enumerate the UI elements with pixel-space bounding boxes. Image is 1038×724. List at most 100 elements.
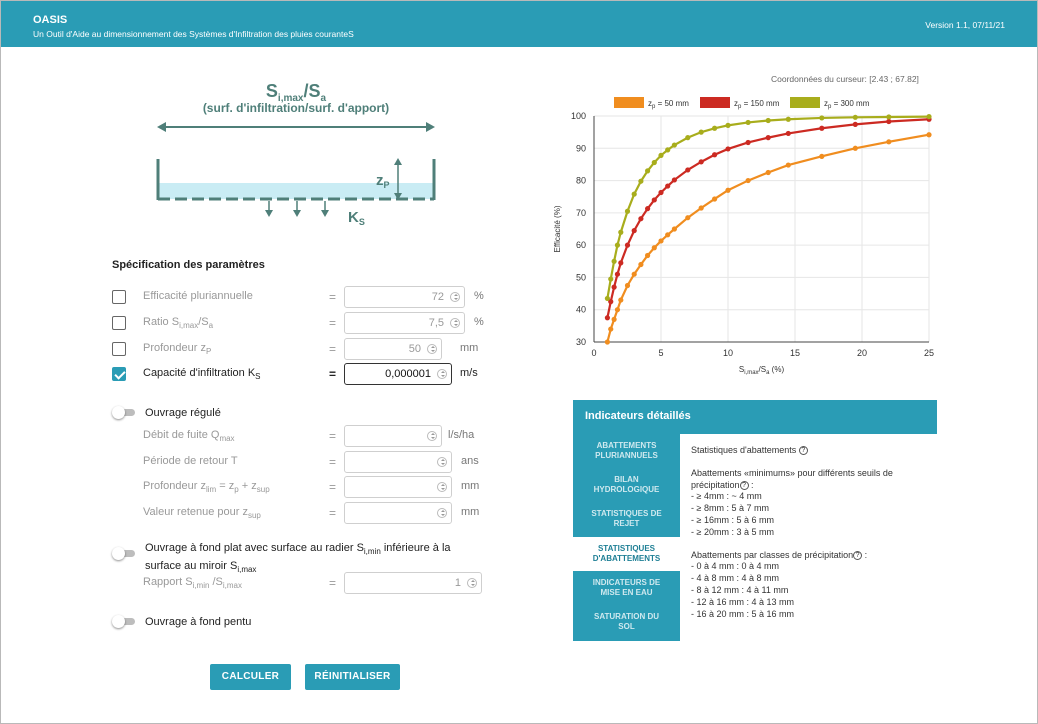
depth-input[interactable]: 50 (344, 338, 442, 360)
zsup-input[interactable] (344, 502, 452, 524)
water-fill (158, 183, 434, 199)
help-icon[interactable]: ? (798, 446, 808, 456)
data-point (785, 130, 791, 137)
infiltration-input[interactable]: 0,000001 (344, 363, 452, 385)
data-point (712, 125, 718, 131)
spinner-icon[interactable] (450, 318, 460, 328)
tab-discharge-statistics[interactable]: STATISTIQUES DE REJET (591, 509, 662, 528)
infiltration-checkbox[interactable] (112, 367, 126, 381)
help-icon[interactable]: ? (739, 480, 749, 490)
tab-pluriannual-abatements[interactable]: ABATTEMENTS PLURIANNUELS (595, 441, 658, 460)
compute-button[interactable]: CALCULER (210, 664, 291, 690)
regulated-toggle[interactable] (112, 406, 136, 419)
data-point (765, 117, 771, 124)
data-point (765, 169, 771, 176)
efficiency-chart[interactable]: 30 40 50 60 70 80 90 100 0 5 10 15 20 25 Efficacité (%… (546, 91, 951, 381)
list-item: - ≥ 20mm : 3 à 5 mm (691, 526, 774, 537)
efficiency-checkbox[interactable] (112, 290, 126, 304)
data-point (631, 271, 637, 277)
y-tick-label: 40 (576, 305, 586, 315)
data-point (665, 183, 671, 189)
x-axis-label: Si,max/Sa (%) (739, 365, 785, 376)
param-row-return-period: Période de retour T = ans (112, 451, 502, 473)
data-point (618, 229, 624, 235)
tab-filling-indicators[interactable]: INDICATEURS DE MISE EN EAU (592, 578, 661, 597)
series-line (606, 118, 930, 319)
param-row-efficiency: Efficacité pluriannuelle = 72 % (112, 286, 502, 308)
x-tick-label: 0 (591, 348, 596, 358)
flat-bottom-toggle[interactable] (112, 547, 136, 560)
data-point (658, 189, 664, 196)
leak-rate-input[interactable] (344, 425, 442, 447)
spinner-icon[interactable] (467, 578, 477, 588)
y-tick-label: 70 (576, 208, 586, 218)
diagram-caption: (surf. d'infiltration/surf. d'apport) (203, 101, 389, 115)
data-point (745, 177, 751, 184)
zsup-unit: mm (461, 506, 480, 518)
indicators-content: Statistiques d'abattements ? Abattements… (691, 445, 931, 620)
data-point (651, 245, 657, 251)
data-point (651, 197, 657, 203)
reset-button[interactable]: RÉINITIALISER (305, 664, 400, 690)
return-period-input[interactable] (344, 451, 452, 473)
indicators-tabs: ABATTEMENTS PLURIANNUELS BILAN HYDROLOGIQU… (573, 434, 680, 641)
spinner-icon[interactable] (437, 457, 447, 467)
data-point (698, 129, 704, 135)
ratio-input[interactable]: 7,5 (344, 312, 465, 334)
spinner-icon[interactable] (427, 344, 437, 354)
list-item: - ≥ 4mm : ~ 4 mm (691, 491, 762, 502)
basin-walls (156, 159, 436, 200)
params-section-title: Spécification des paramètres (112, 259, 265, 271)
ratio-unit: % (474, 316, 484, 328)
tab-hydrological-balance[interactable]: BILAN HYDROLOGIQUE (593, 475, 660, 494)
y-tick-label: 60 (576, 240, 586, 250)
data-point (671, 226, 677, 232)
x-tick-label: 20 (857, 348, 867, 358)
list-item: - ≥ 16mm : 5 à 6 mm (691, 514, 774, 525)
data-point (665, 147, 671, 153)
x-tick-label: 5 (658, 348, 663, 358)
spinner-icon[interactable] (450, 292, 460, 302)
tab-abatement-statistics[interactable]: STATISTIQUES D'ABATTEMENTS (573, 537, 680, 571)
flat-bottom-toggle-label: Ouvrage à fond plat avec surface au radi… (145, 542, 451, 575)
infiltration-arrows (265, 201, 329, 217)
pointed-bottom-toggle[interactable] (112, 615, 136, 628)
legend-swatch (790, 97, 820, 108)
data-point (651, 159, 657, 166)
y-tick-label: 100 (571, 111, 586, 121)
param-row-zsup: Valeur retenue pour zsup = mm (112, 502, 502, 524)
data-point (614, 307, 621, 313)
list-item: - 12 à 16 mm : 4 à 13 mm (691, 596, 795, 607)
data-point (852, 121, 858, 127)
tab-soil-saturation[interactable]: SATURATION DU SOL (593, 612, 660, 631)
surface-ratio-input[interactable]: 1 (344, 572, 482, 594)
data-point (886, 114, 892, 120)
app-subtitle: Un Outil d'Aide au dimensionnement des S… (33, 29, 354, 39)
param-row-zlim: Profondeur zlim = zp + zsup = mm (112, 476, 502, 498)
data-point (819, 115, 825, 121)
spinner-icon[interactable] (427, 431, 437, 441)
depth-checkbox[interactable] (112, 342, 126, 356)
data-point (926, 132, 932, 138)
diagram-zp-label: zP (376, 172, 390, 190)
data-point (624, 208, 631, 214)
spinner-icon[interactable] (437, 508, 447, 518)
help-icon[interactable]: ? (853, 550, 863, 560)
data-point (604, 295, 610, 302)
equals-sign: = (329, 367, 337, 381)
infiltration-unit: m/s (460, 367, 478, 379)
spinner-icon[interactable] (437, 482, 447, 492)
indicators-title: Indicateurs détaillés (573, 400, 937, 434)
equals-sign: = (329, 480, 337, 494)
data-point (645, 206, 651, 212)
zlim-input[interactable] (344, 476, 452, 498)
data-point (765, 135, 771, 141)
data-point (658, 152, 664, 158)
app-title: OASIS (33, 14, 68, 26)
y-tick-label: 80 (576, 176, 586, 186)
ratio-checkbox[interactable] (112, 316, 126, 330)
data-point (671, 142, 677, 148)
efficiency-input[interactable]: 72 (344, 286, 465, 308)
spinner-icon[interactable] (437, 369, 447, 379)
